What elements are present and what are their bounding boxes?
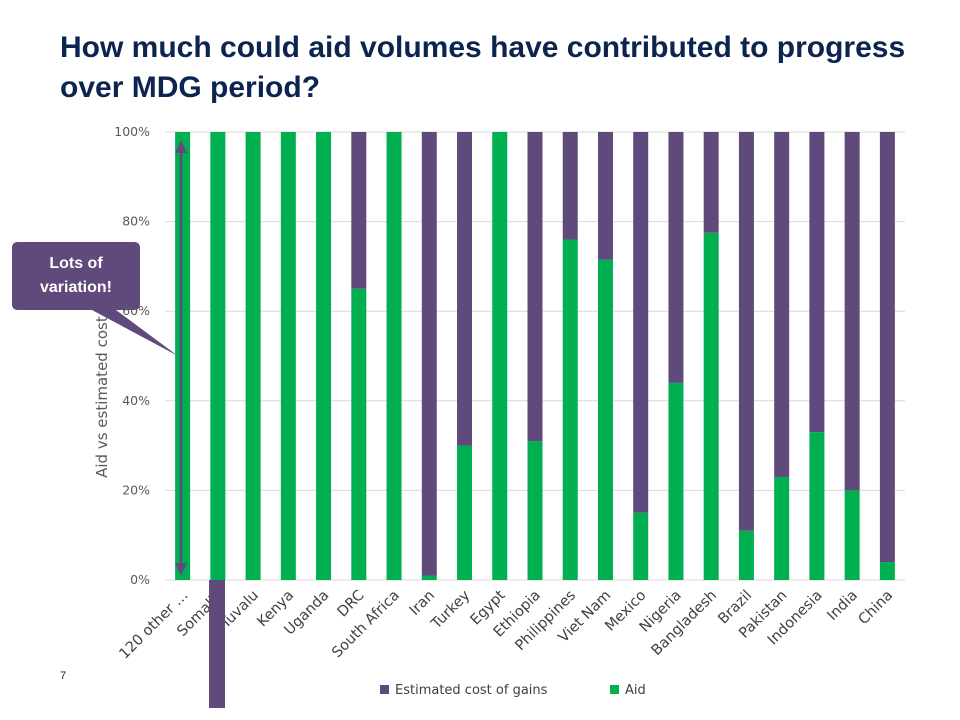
y-tick-label: 80% xyxy=(122,214,150,229)
bar-estimated-cost xyxy=(597,132,613,260)
bar-estimated-cost xyxy=(351,132,367,289)
bar-aid xyxy=(316,132,332,580)
bar-aid xyxy=(597,259,613,580)
legend-label: Aid xyxy=(625,683,646,698)
x-category-label: Iran xyxy=(407,588,438,619)
bar-aid xyxy=(245,132,261,580)
bar-aid xyxy=(809,432,825,580)
legend: Estimated cost of gains Aid xyxy=(380,683,646,698)
bar-aid xyxy=(774,476,790,580)
bar-aid xyxy=(210,132,226,580)
bar-estimated-cost xyxy=(633,132,649,513)
callout-text: Lots of variation! xyxy=(39,255,112,296)
legend-swatch xyxy=(380,685,389,694)
bar-estimated-cost xyxy=(668,132,684,383)
bar-estimated-cost xyxy=(844,132,860,491)
bar-aid xyxy=(668,382,684,580)
bar-estimated-cost xyxy=(809,132,825,433)
y-tick-label: 0% xyxy=(130,572,150,587)
y-axis-tick-labels: 0%20%40%60%80%100% xyxy=(114,124,150,587)
y-tick-label: 40% xyxy=(122,393,150,408)
bar-estimated-cost xyxy=(879,132,895,563)
bar-aid xyxy=(351,288,367,580)
y-tick-label: 100% xyxy=(114,124,150,139)
bar-aid xyxy=(703,232,719,581)
bar-aid xyxy=(280,132,296,580)
bar-estimated-cost xyxy=(738,132,754,531)
range-arrow xyxy=(175,140,187,576)
bar-aid xyxy=(457,445,473,580)
legend-swatch xyxy=(610,685,619,694)
bar-estimated-cost xyxy=(774,132,790,477)
bar-estimated-cost xyxy=(421,132,437,576)
bar-aid xyxy=(844,490,860,580)
bar-estimated-cost xyxy=(562,132,578,240)
callout-bubble xyxy=(12,242,178,356)
highlight-bar xyxy=(209,580,225,708)
bar-aid xyxy=(633,512,649,580)
page-number: 7 xyxy=(60,670,67,682)
y-tick-label: 20% xyxy=(122,482,150,497)
bar-aid xyxy=(527,441,543,580)
x-category-label: Turkey xyxy=(428,587,474,633)
x-category-label: India xyxy=(824,588,860,624)
x-category-label: China xyxy=(856,588,897,629)
bar-aid xyxy=(738,530,754,580)
bar-aid xyxy=(386,132,402,580)
bar-aid xyxy=(562,239,578,580)
slide-title: How much could aid volumes have contribu… xyxy=(60,31,906,104)
bar-aid xyxy=(492,132,508,580)
bars xyxy=(175,132,895,581)
bar-aid xyxy=(879,562,895,580)
bar-estimated-cost xyxy=(703,132,719,233)
bar-aid xyxy=(175,132,191,580)
legend-label: Estimated cost of gains xyxy=(395,683,548,698)
bar-estimated-cost xyxy=(527,132,543,442)
bar-estimated-cost xyxy=(457,132,473,446)
bar-aid xyxy=(421,575,437,580)
